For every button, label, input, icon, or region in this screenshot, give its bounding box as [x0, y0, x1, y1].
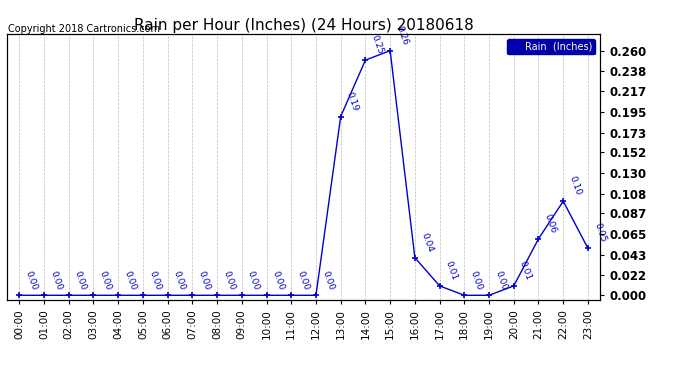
Text: 0.00: 0.00 [320, 269, 335, 291]
Text: 0.00: 0.00 [197, 269, 212, 291]
Text: 0.00: 0.00 [48, 269, 63, 291]
Text: 0.00: 0.00 [221, 269, 237, 291]
Text: 0.10: 0.10 [567, 175, 583, 197]
Text: 0.00: 0.00 [97, 269, 113, 291]
Text: 0.00: 0.00 [172, 269, 187, 291]
Text: 0.05: 0.05 [592, 222, 607, 244]
Text: 0.00: 0.00 [493, 269, 509, 291]
Text: 0.04: 0.04 [419, 232, 434, 254]
Text: Copyright 2018 Cartronics.com: Copyright 2018 Cartronics.com [8, 24, 160, 34]
Text: 0.26: 0.26 [394, 25, 410, 46]
Text: 0.00: 0.00 [23, 269, 39, 291]
Text: 0.00: 0.00 [270, 269, 286, 291]
Text: 0.00: 0.00 [147, 269, 162, 291]
Text: 0.19: 0.19 [345, 90, 360, 112]
Text: 0.06: 0.06 [542, 213, 558, 235]
Title: Rain per Hour (Inches) (24 Hours) 20180618: Rain per Hour (Inches) (24 Hours) 201806… [134, 18, 473, 33]
Text: 0.01: 0.01 [444, 260, 459, 282]
Text: 0.00: 0.00 [246, 269, 262, 291]
Text: 0.00: 0.00 [122, 269, 138, 291]
Legend: Rain  (Inches): Rain (Inches) [506, 39, 595, 54]
Text: 0.00: 0.00 [295, 269, 310, 291]
Text: 0.01: 0.01 [518, 260, 533, 282]
Text: 0.00: 0.00 [469, 269, 484, 291]
Text: 0.25: 0.25 [370, 34, 385, 56]
Text: 0.00: 0.00 [73, 269, 88, 291]
